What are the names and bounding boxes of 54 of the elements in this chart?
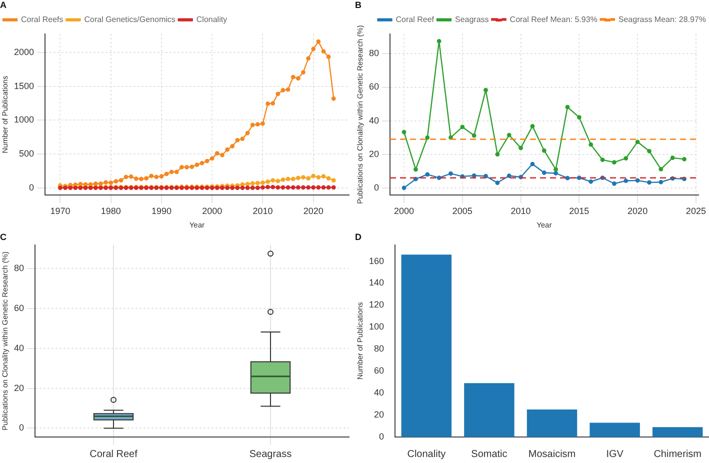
legend-label: Coral Reef Mean: 5.93% [510, 15, 598, 24]
y-tick-label: 60 [374, 365, 384, 376]
y-tick-label: 40 [374, 387, 384, 398]
y-tick-label: 80 [374, 343, 384, 354]
y-tick-label: 500 [18, 148, 34, 158]
legend-label: Seagrass [454, 15, 489, 24]
legend-label: Coral Reef [396, 15, 435, 24]
y-tick-label: 20 [14, 382, 24, 392]
y-tick-label: 100 [368, 321, 384, 332]
x-tick-label: 2000 [394, 206, 414, 216]
x-tick-label: 2020 [628, 206, 648, 216]
legend-label: Seagrass Mean: 28.97% [618, 15, 706, 24]
y-tick-label: 1500 [14, 80, 34, 91]
y-tick-label: 0 [18, 422, 24, 432]
x-tick-label: 1980 [100, 206, 121, 216]
y-tick-label: 160 [368, 255, 384, 266]
x-tick-label: 2005 [452, 206, 472, 216]
legend-label: Coral Genetics/Genomics [84, 15, 176, 24]
y-tick-label: 60 [368, 82, 380, 92]
x-tick-label: 2000 [202, 206, 222, 216]
chart-title: A [0, 0, 7, 10]
x-tick-label: Chimerism [654, 448, 702, 460]
y-tick-label: 80 [14, 262, 24, 273]
y-tick-label: 40 [14, 342, 24, 352]
y-tick-label: 80 [368, 48, 380, 58]
legend-label: Coral Reefs [21, 15, 64, 24]
x-tick-label: Clonality [407, 448, 446, 460]
x-tick-label: Somatic [471, 448, 508, 460]
x-tick-label: 1990 [151, 206, 172, 216]
x-tick-label: IGV [606, 448, 624, 460]
y-tick-label: 40 [368, 115, 380, 126]
y-tick-label: 60 [14, 302, 24, 312]
x-tick-label: Seagrass [249, 448, 292, 460]
x-tick-label: 2015 [569, 206, 590, 216]
y-tick-label: 1000 [14, 114, 34, 125]
y-tick-label: 0 [29, 182, 34, 192]
y-tick-label: 2000 [14, 47, 34, 58]
legend-label: Clonality [196, 15, 228, 24]
x-tick-label: 2025 [686, 206, 706, 216]
x-tick-label: Mosaicism [528, 448, 576, 460]
y-tick-label: 120 [368, 299, 384, 310]
x-tick-label: 1970 [50, 206, 70, 216]
y-tick-label: 20 [374, 409, 384, 420]
y-tick-label: 0 [374, 182, 380, 192]
x-tick-label: 2010 [510, 206, 531, 216]
x-tick-label: Coral Reef [90, 448, 138, 460]
y-tick-label: 0 [379, 430, 384, 441]
y-tick-label: 20 [368, 148, 380, 159]
x-tick-label: 2010 [252, 206, 273, 216]
chart-title: C [0, 231, 7, 242]
chart-title: B [355, 0, 362, 10]
y-tick-label: 140 [368, 277, 384, 288]
chart-title: D [355, 231, 362, 242]
x-tick-label: 2020 [303, 206, 324, 216]
